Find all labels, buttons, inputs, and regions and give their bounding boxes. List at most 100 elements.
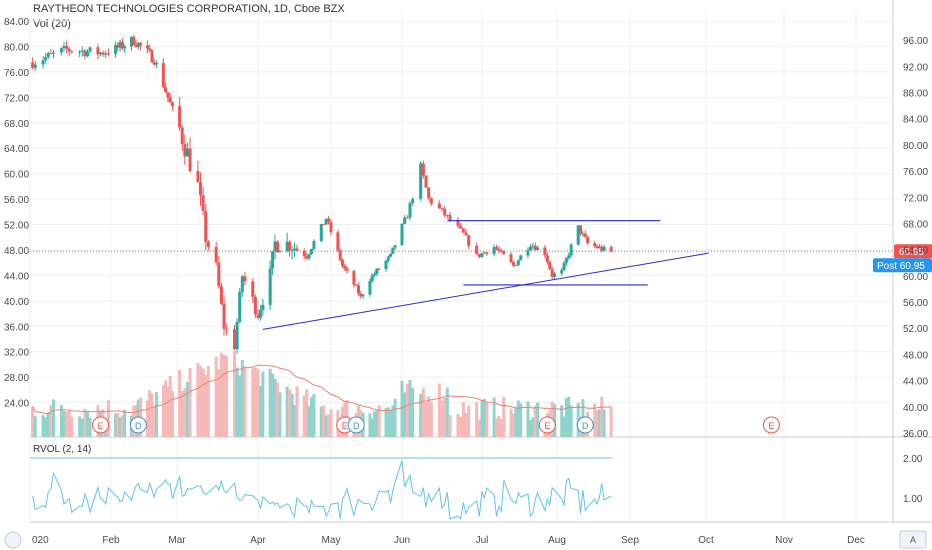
volume-bar — [206, 366, 210, 437]
volume-bar — [437, 383, 441, 437]
candle-body — [145, 45, 149, 49]
earnings-marker — [538, 416, 556, 434]
candle-body — [600, 246, 604, 251]
volume-bar — [400, 380, 404, 437]
candle-body — [516, 260, 520, 266]
candle-body — [106, 53, 110, 55]
volume-bar — [155, 392, 159, 437]
time-tick-label: Feb — [102, 535, 120, 546]
candle-body — [285, 241, 289, 251]
volume-bar — [80, 418, 84, 437]
volume-bar — [49, 405, 53, 437]
volume-bar — [329, 409, 333, 437]
candle-body — [166, 92, 170, 98]
candle-body — [312, 240, 316, 249]
candle-body — [256, 314, 260, 318]
volume-bar — [373, 411, 377, 437]
volume-bar — [214, 356, 218, 437]
candle-body — [275, 241, 279, 253]
candle-body — [421, 163, 425, 176]
right-tick-label: 48.00 — [903, 350, 928, 361]
volume-bar — [33, 416, 37, 437]
candle-body — [514, 265, 518, 267]
volume-bar — [595, 410, 599, 437]
volume-bar — [123, 409, 127, 437]
volume-bar — [322, 405, 326, 437]
volume-bar — [424, 401, 428, 437]
candle-body — [132, 36, 136, 45]
candle-body — [329, 221, 333, 233]
candle-body — [526, 250, 530, 256]
candle-body — [185, 148, 189, 157]
volume-bar — [166, 386, 170, 437]
candle-body — [548, 262, 552, 270]
candle-body — [581, 233, 585, 235]
candle-body — [429, 198, 433, 204]
volume-bar — [562, 416, 566, 437]
left-tick-label: 76.00 — [4, 68, 29, 79]
trendline — [262, 252, 709, 330]
candle-body — [206, 242, 210, 248]
candle-body — [411, 198, 415, 204]
candle-body — [327, 218, 331, 222]
volume-bar — [477, 419, 481, 437]
volume-bar — [597, 409, 601, 437]
volume-bar — [204, 374, 208, 437]
volume-bar — [475, 402, 479, 437]
volume-bar — [293, 404, 296, 437]
earnings-marker-label: E — [342, 421, 348, 431]
volume-bar — [145, 400, 149, 437]
rvol-tick-label: 1.00 — [903, 494, 923, 505]
volume-bar — [271, 373, 275, 437]
candle-body — [62, 45, 66, 49]
volume-bar — [440, 400, 444, 437]
volume-bar — [268, 368, 272, 437]
volume-bar — [168, 375, 172, 437]
candle-body — [222, 303, 226, 329]
candle-body — [243, 276, 247, 282]
candle-body — [253, 296, 257, 315]
volume-bar — [497, 415, 501, 437]
candle-body — [377, 268, 381, 270]
left-tick-label: 44.00 — [4, 271, 29, 282]
earnings-marker-label: E — [544, 421, 550, 431]
candle-body — [502, 250, 506, 255]
volume-bar — [593, 403, 597, 437]
volume-bar — [118, 417, 122, 437]
candle-body — [562, 262, 566, 271]
time-tick-label: Mar — [168, 535, 186, 546]
volume-bar — [482, 398, 486, 437]
volume-bar — [553, 404, 557, 437]
candle-body — [271, 251, 275, 269]
volume-bar — [243, 366, 247, 437]
candle-body — [459, 225, 463, 229]
candle-body — [467, 235, 471, 246]
candle-body — [550, 269, 554, 277]
volume-bar — [564, 398, 568, 437]
candle-body — [567, 255, 571, 259]
volume-bar — [421, 388, 425, 437]
candle-body — [148, 48, 152, 51]
post-tag-bg — [873, 258, 932, 273]
volume-bar — [533, 405, 537, 437]
volume-bar — [302, 395, 306, 437]
volume-bar — [275, 382, 279, 437]
volume-bar — [290, 393, 294, 437]
candle-body — [602, 246, 606, 251]
volume-bar — [217, 369, 221, 437]
volume-bar — [459, 416, 463, 437]
candle-body — [393, 245, 397, 248]
candlestick-series — [31, 34, 613, 354]
volume-bar — [567, 396, 571, 437]
price-tag-value: 60.95 — [899, 247, 924, 258]
left-tick-label: 80.00 — [4, 42, 29, 53]
right-tick-label: 60.00 — [903, 272, 928, 283]
volume-bar — [609, 407, 613, 437]
volume-bar — [384, 408, 388, 437]
candle-body — [235, 322, 239, 350]
candle-body — [324, 218, 328, 225]
volume-bar — [448, 414, 452, 437]
candle-body — [443, 208, 447, 216]
dividend-marker — [129, 416, 147, 434]
